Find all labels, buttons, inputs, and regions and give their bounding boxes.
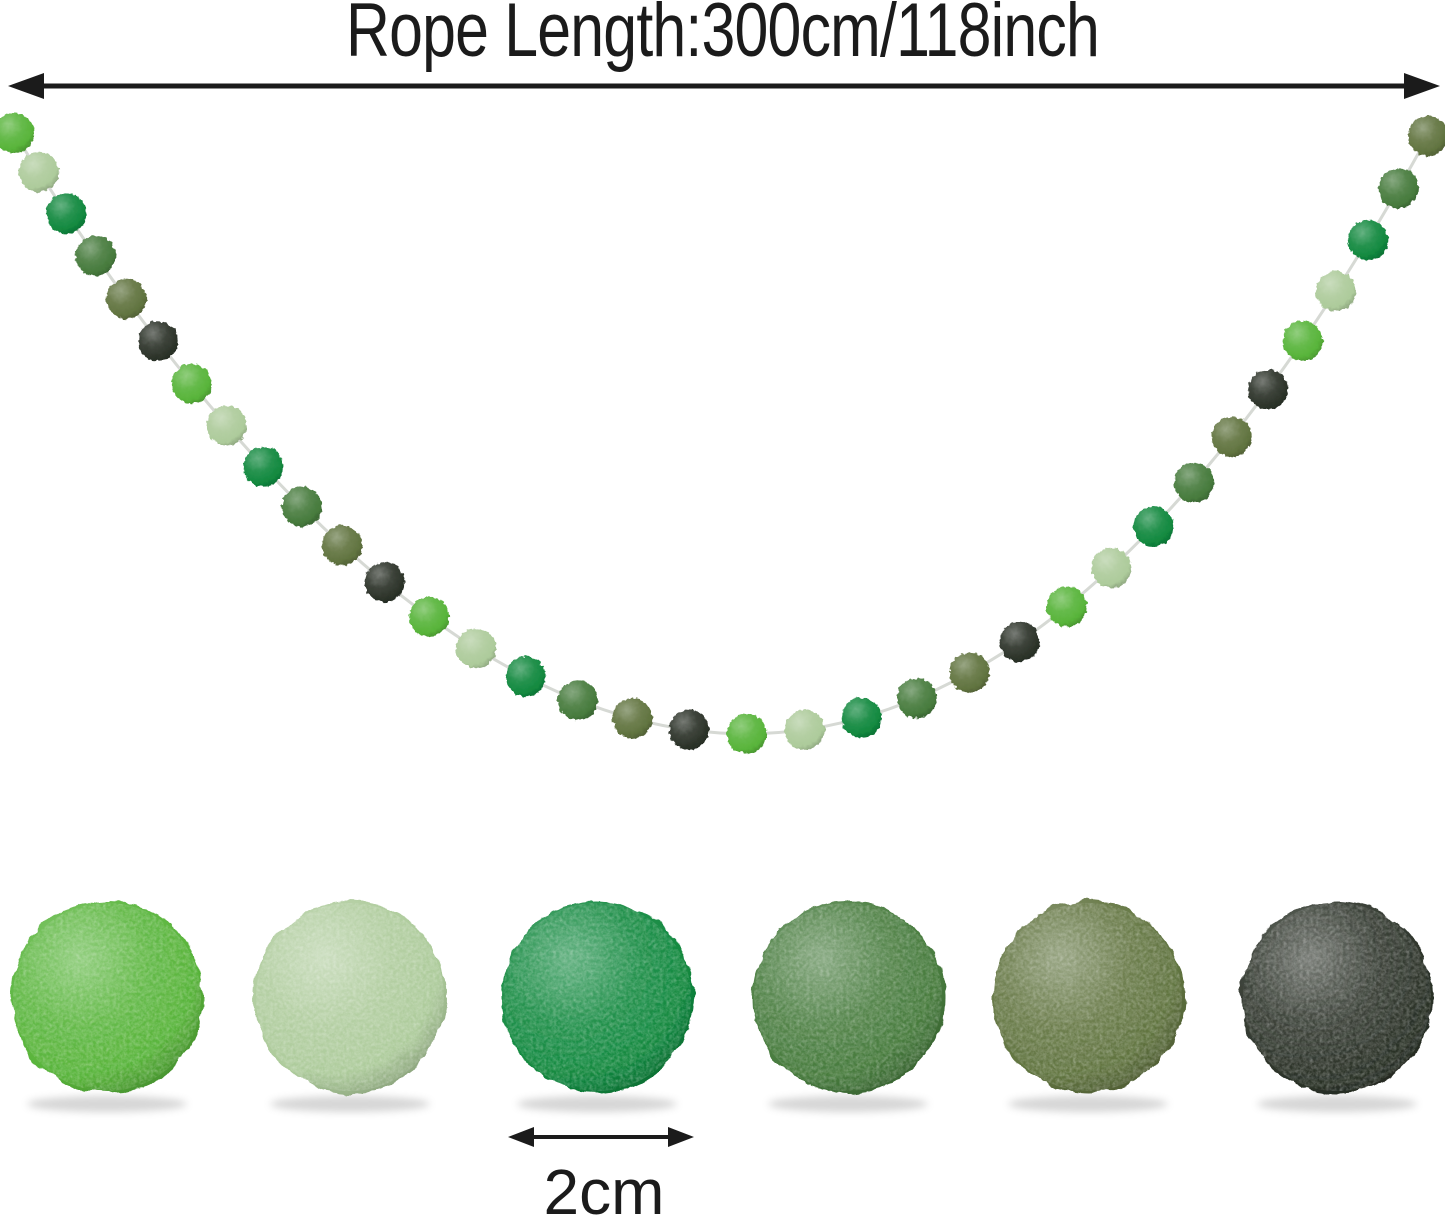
garland-ball-light_green [1091,548,1132,588]
garland-ball-dark_green [138,321,179,362]
garland-ball-kelly_green [46,193,87,234]
swatch-ball-shadow [1008,1096,1168,1112]
swatch-ball-shadow [27,1096,187,1112]
garland-ball-forest_green [896,678,937,719]
ball-diameter-label: 2cm [543,1156,665,1228]
garland-ball-dark_green [668,709,709,750]
color-swatch-balls [11,901,1433,1112]
swatch-ball-shadow [1257,1096,1417,1112]
garland-ball-light_green [18,151,59,192]
garland-ball-forest_green [281,486,322,527]
garland-ball-light_green [206,405,247,446]
garland-ball-light_green [1315,271,1356,311]
garland-ball-green [726,713,767,754]
swatch-ball-fiber-texture [503,903,691,1091]
garland-ball-green [0,113,34,153]
rope-length-dimension-arrow [8,73,1440,99]
swatch-ball-shadow [517,1096,677,1112]
garland-ball-kelly_green [243,446,284,487]
garland-ball-kelly_green [1347,220,1388,261]
garland-ball-light_green [784,709,825,750]
swatch-ball-fiber-texture [754,903,942,1091]
garland-ball-olive_green [1211,416,1252,457]
swatch-ball-fiber-texture [1243,903,1431,1091]
swatch-ball-fiber-texture [256,903,444,1091]
garland-ball-olive_green [612,698,653,739]
garland-ball-green [171,363,212,404]
arrowhead-left-icon [8,73,44,99]
arrowhead-right-icon [668,1127,694,1147]
swatch-ball-fiber-texture [994,903,1182,1091]
swatch-ball-fiber-texture [13,903,201,1091]
garland-ball-forest_green [75,235,116,276]
garland-ball-kelly_green [505,656,546,697]
garland [0,113,1445,754]
garland-ball-olive_green [1408,116,1445,156]
arrowhead-right-icon [1404,73,1440,99]
garland-ball-green [1046,586,1087,627]
garland-ball-olive_green [322,525,363,566]
garland-ball-kelly_green [1133,506,1174,547]
garland-ball-green [1282,320,1323,361]
garland-ball-forest_green [1378,168,1419,209]
garland-ball-forest_green [557,680,598,721]
rope-length-label: Rope Length:300cm/118inch [346,0,1100,73]
ball-size-dimension-arrow [508,1127,694,1147]
garland-ball-olive_green [949,652,990,693]
swatch-ball-shadow [768,1096,928,1112]
swatch-ball-shadow [270,1096,430,1112]
garland-ball-green [409,596,450,637]
garland-ball-dark_green [999,621,1040,662]
garland-ball-dark_green [1248,369,1289,410]
garland-ball-light_green [456,628,497,669]
arrowhead-left-icon [508,1127,534,1147]
garland-ball-olive_green [106,278,147,319]
garland-ball-kelly_green [841,697,882,738]
garland-ball-forest_green [1173,462,1214,503]
garland-ball-dark_green [364,562,405,603]
